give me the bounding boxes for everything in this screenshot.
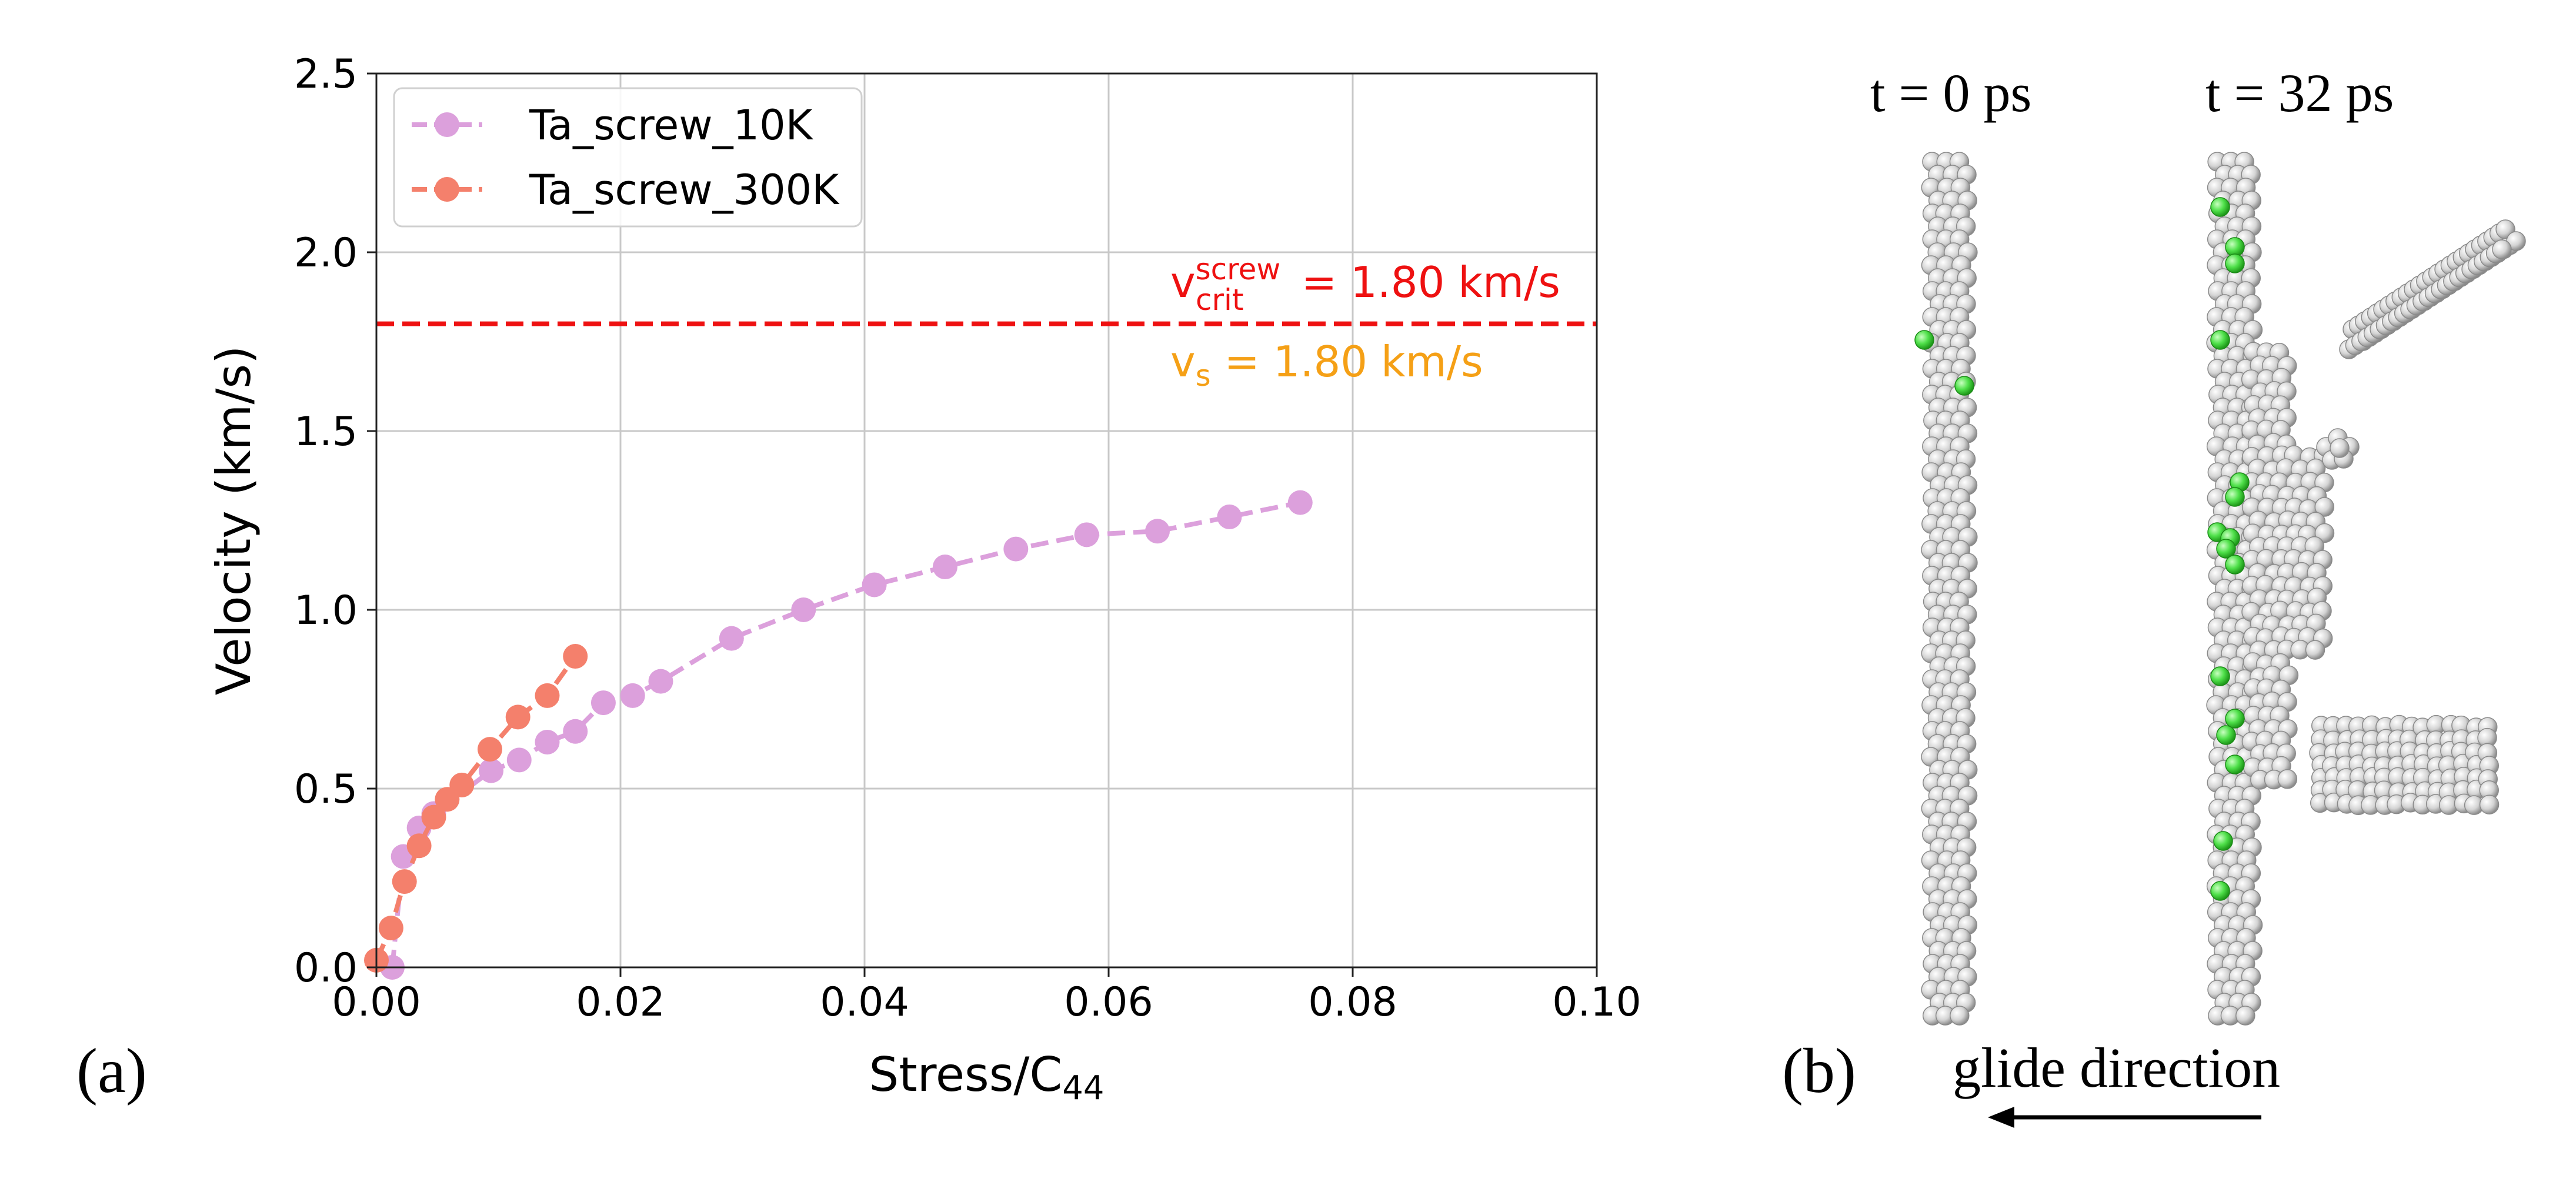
y-tick-label: 0.0 <box>294 945 358 991</box>
velocity-stress-chart: 0.00 0.02 0.04 0.06 0.08 0.10 0.0 0.5 1.0 1.5 2.0 2… <box>206 51 1641 1107</box>
atom-green <box>2216 539 2236 559</box>
data-point <box>406 833 432 859</box>
atom <box>2330 438 2350 458</box>
atom-green <box>2210 881 2230 901</box>
plot-frame <box>375 72 1598 969</box>
y-axis-label: Velocity (km/s) <box>206 346 261 696</box>
atom-green <box>2225 253 2245 273</box>
atom <box>2277 769 2298 789</box>
data-point <box>932 555 957 580</box>
shear-velocity-label: vs = 1.80 km/s <box>1170 337 1483 393</box>
data-point <box>535 729 560 754</box>
data-point <box>719 626 744 651</box>
time-label-t32: t = 32 ps <box>2205 63 2394 123</box>
data-point <box>378 916 403 941</box>
axis-labels: Stress/C44 Velocity (km/s) <box>206 346 1104 1107</box>
data-point <box>620 683 645 708</box>
atom-green <box>2210 666 2230 686</box>
y-tick-label: 2.0 <box>294 230 358 276</box>
glide-direction-label: glide direction <box>1953 1036 2281 1099</box>
atom-green <box>2213 831 2233 851</box>
x-tick-label: 0.04 <box>820 979 909 1026</box>
x-axis-label: Stress/C44 <box>869 1047 1105 1107</box>
data-point <box>862 572 887 597</box>
legend-label: Ta_screw_300K <box>529 166 840 214</box>
x-tick-label: 0.06 <box>1064 979 1153 1026</box>
panel-a-label: (a) <box>76 1036 147 1106</box>
data-point <box>421 804 446 830</box>
y-tick-label: 2.5 <box>294 51 358 98</box>
legend-box <box>393 87 863 228</box>
atom <box>1950 1006 1970 1026</box>
data-point <box>1074 522 1099 547</box>
atom-green <box>2210 330 2230 350</box>
reference-labels: vscrew crit = 1.80 km/s vs = 1.80 km/s <box>1170 252 1560 393</box>
data-point <box>1287 490 1313 515</box>
data-point <box>505 704 530 730</box>
y-tick-label: 1.0 <box>294 587 358 634</box>
atom <box>2314 497 2334 517</box>
atom <box>2479 794 2500 814</box>
glide-arrow <box>1988 1107 2261 1128</box>
atom <box>2492 239 2512 259</box>
atom-green <box>2225 555 2245 575</box>
data-point <box>392 869 417 894</box>
data-point <box>506 747 532 773</box>
atom-green <box>2225 237 2245 257</box>
panel-b-label: (b) <box>1782 1036 1856 1106</box>
atom-green <box>2225 487 2245 507</box>
atom <box>2305 640 2325 660</box>
atom-green <box>2216 725 2236 745</box>
x-tick-label: 0.08 <box>1308 979 1397 1026</box>
atom-green <box>1954 376 1974 396</box>
atom-green <box>2225 709 2245 729</box>
atom <box>2235 1006 2255 1026</box>
critical-velocity-label: vscrew crit = 1.80 km/s <box>1170 252 1560 317</box>
data-point <box>563 644 588 669</box>
data-point <box>590 690 616 716</box>
data-series <box>364 490 1313 980</box>
legend-marker <box>435 112 459 137</box>
snapshot-t0 <box>1914 152 1978 1026</box>
x-tick-label: 0.10 <box>1552 979 1641 1026</box>
atom-green <box>1914 330 1934 350</box>
legend: Ta_screw_10K Ta_screw_300K <box>393 87 863 228</box>
data-point <box>479 758 504 783</box>
series-line-0 <box>389 500 1301 968</box>
time-label-t0: t = 0 ps <box>1870 63 2032 123</box>
data-point <box>535 683 560 708</box>
y-tick-label: 0.5 <box>294 766 358 813</box>
data-point <box>648 669 673 694</box>
data-point <box>477 737 502 762</box>
data-point <box>1003 536 1029 562</box>
atom-green <box>2210 197 2230 217</box>
atom <box>2314 523 2335 543</box>
atom-green <box>2225 754 2245 774</box>
dislocation-snapshots <box>1914 152 2526 1026</box>
x-tick-label: 0.00 <box>332 979 421 1026</box>
data-point <box>563 719 588 744</box>
legend-label: Ta_screw_10K <box>529 101 814 149</box>
data-point <box>1145 519 1170 544</box>
axis-ticks: 0.00 0.02 0.04 0.06 0.08 0.10 0.0 0.5 1.0 1.5 2.0 2… <box>294 51 1641 1026</box>
x-tick-label: 0.02 <box>576 979 665 1026</box>
y-tick-label: 1.5 <box>294 409 358 455</box>
data-point <box>791 597 816 622</box>
legend-marker <box>435 177 459 202</box>
snapshot-t32 <box>2206 152 2526 1026</box>
data-point <box>449 772 475 797</box>
data-point <box>1217 504 1242 529</box>
